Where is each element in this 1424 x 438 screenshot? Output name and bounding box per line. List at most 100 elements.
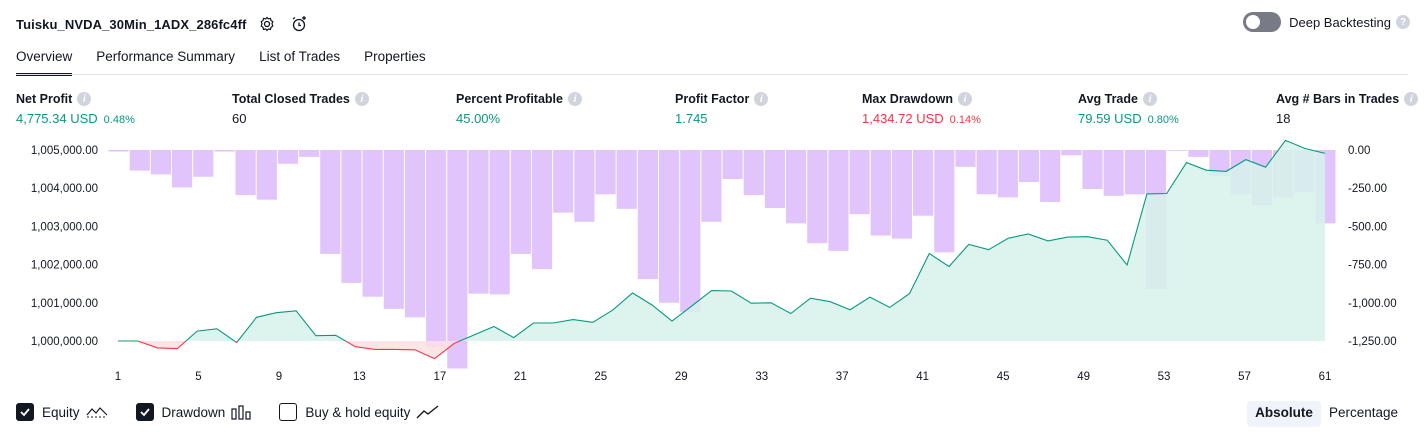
drawdown-bar [828, 150, 849, 251]
x-axis: 1 5 9 13 17 21 25 29 33 37 41 45 49 53 57 61 [115, 371, 1332, 383]
info-icon[interactable]: i [754, 92, 769, 106]
stats-row: Net Profit i 4,775.34 USD 0.48% Total Clos… [0, 92, 1424, 132]
x-axis-tick: 5 [195, 371, 201, 383]
add-alert-icon[interactable] [288, 13, 310, 35]
equity-series [118, 139, 1326, 360]
drawdown-bar [574, 150, 595, 222]
drawdown-bar [680, 150, 701, 312]
stat-avg-trade: Avg Trade i 79.59 USD 0.80% [1078, 92, 1179, 126]
left-axis-tick: 1,000,000.00 [31, 336, 98, 348]
drawdown-bar [426, 150, 447, 348]
drawdown-bar [108, 150, 129, 152]
tab-list-of-trades[interactable]: List of Trades [259, 49, 341, 64]
right-axis-tick: 0.00 [1348, 145, 1370, 157]
strategy-name: Tuisku_NVDA_30Min_1ADX_286fc4ff [16, 16, 247, 32]
stat-percent-profitable: Percent Profitable i 45.00% [456, 92, 582, 126]
tab-overview[interactable]: Overview [16, 46, 73, 76]
tab-divider [16, 74, 1408, 75]
drawdown-bar [150, 150, 172, 175]
drawdown-bar [172, 150, 193, 188]
drawdown-bar [1018, 150, 1040, 183]
drawdown-bar [976, 150, 997, 195]
percentage-button[interactable]: Percentage [1328, 405, 1398, 420]
legend-buy-hold[interactable]: Buy & hold equity [279, 403, 440, 421]
stat-value: 79.59 USD [1078, 111, 1142, 126]
settings-icon[interactable] [256, 13, 278, 35]
left-axis-tick: 1,005,000.00 [31, 145, 98, 157]
drawdown-bar [1040, 150, 1061, 202]
right-axis-tick: -500.00 [1348, 221, 1387, 233]
x-axis-tick: 37 [836, 371, 849, 383]
drawdown-bar [722, 150, 743, 180]
toggle-knob [1246, 15, 1261, 29]
deep-backtesting-toggle[interactable] [1243, 12, 1282, 32]
equity-checkbox[interactable] [16, 403, 34, 421]
drawdown-bar [277, 150, 299, 164]
chart-legend: Equity Drawdown Buy & hold equity [16, 403, 468, 421]
x-axis-tick: 61 [1319, 371, 1332, 383]
display-mode: Absolute Percentage [1247, 401, 1406, 427]
legend-label: Equity [42, 404, 80, 420]
drawdown-bar [1103, 150, 1124, 196]
drawdown-bar [1209, 150, 1230, 176]
equity-line [118, 139, 1326, 341]
strategy-header: Tuisku_NVDA_30Min_1ADX_286fc4ff [16, 10, 310, 38]
left-axis-tick: 1,002,000.00 [31, 260, 98, 272]
info-icon[interactable]: i [1404, 92, 1419, 106]
drawdown-bar [1124, 150, 1145, 195]
stat-percent: 0.14% [949, 114, 981, 126]
x-axis-tick: 13 [353, 371, 366, 383]
left-axis-tick: 1,003,000.00 [31, 221, 98, 233]
right-axis: 0.00 -250.00 -500.00 -750.00 -1,000.00 -1,250… [1348, 145, 1397, 348]
drawdown-bar [807, 150, 828, 244]
drawdown-bar [235, 150, 256, 196]
left-axis: 1,005,000.00 1,004,000.00 1,003,000.00 1,00… [31, 145, 98, 348]
left-axis-tick: 1,004,000.00 [31, 183, 98, 195]
stat-value: 60 [232, 111, 247, 126]
x-axis-tick: 1 [115, 371, 121, 383]
legend-drawdown[interactable]: Drawdown [135, 403, 252, 421]
drawdown-bar [1082, 150, 1103, 189]
x-axis-tick: 57 [1238, 371, 1251, 383]
equity-drawdown-chart[interactable]: 1,005,000.00 1,004,000.00 1,003,000.00 1,00… [0, 138, 1424, 396]
equity-area-below [118, 341, 1325, 359]
drawdown-bar [934, 150, 955, 253]
legend-equity[interactable]: Equity [16, 403, 108, 421]
stat-value: 1.745 [675, 111, 708, 126]
x-axis-tick: 33 [755, 371, 768, 383]
drawdown-bar [997, 150, 1018, 198]
drawdown-bar [786, 150, 807, 224]
info-icon[interactable]: i [567, 92, 582, 106]
stat-label: Percent Profitable [456, 92, 563, 106]
drawdown-bar [553, 150, 574, 213]
stat-value: 4,775.34 USD [16, 111, 98, 126]
stat-percent: 0.80% [1147, 114, 1179, 126]
help-icon[interactable]: ? [1396, 15, 1410, 29]
drawdown-bar [362, 150, 383, 297]
equity-icon [86, 404, 108, 420]
drawdown-bar [743, 150, 764, 196]
info-icon[interactable]: i [1142, 92, 1157, 106]
stat-max-drawdown: Max Drawdown i 1,434.72 USD 0.14% [862, 92, 981, 126]
buy-hold-checkbox[interactable] [279, 403, 298, 421]
drawdown-bar [404, 150, 426, 318]
x-axis-tick: 41 [916, 371, 929, 383]
absolute-button[interactable]: Absolute [1247, 401, 1321, 427]
stat-value: 18 [1276, 111, 1291, 126]
info-icon[interactable]: i [77, 92, 92, 106]
drawdown-bar [637, 150, 658, 280]
drawdown-bar [341, 150, 362, 283]
info-icon[interactable]: i [354, 92, 369, 106]
info-icon[interactable]: i [958, 92, 972, 106]
drawdown-checkbox[interactable] [135, 403, 154, 421]
drawdown-bar [595, 150, 616, 195]
drawdown-bar [955, 150, 976, 167]
tab-performance-summary[interactable]: Performance Summary [96, 49, 236, 64]
drawdown-bar [489, 150, 510, 295]
drawdown-bar [299, 150, 320, 157]
legend-label: Buy & hold equity [305, 404, 411, 420]
stat-label: Max Drawdown [862, 92, 953, 106]
right-axis-tick: -250.00 [1348, 183, 1387, 195]
tab-properties[interactable]: Properties [364, 49, 426, 64]
drawdown-bar [320, 150, 341, 254]
